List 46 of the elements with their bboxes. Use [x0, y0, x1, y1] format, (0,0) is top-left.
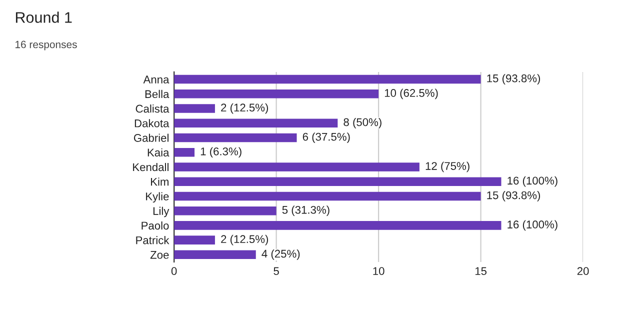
bar [174, 118, 338, 128]
data-label: 1 (6.3%) [200, 147, 242, 158]
bar [174, 104, 215, 113]
y-tick-label: Anna [143, 76, 170, 84]
x-tick-label: 10 [373, 267, 384, 276]
data-label: 15 (93.8%) [487, 191, 540, 202]
y-tick-label: Kaia [148, 148, 170, 157]
y-tick-label: Lily [153, 206, 170, 218]
y-tick-label: Kim [150, 178, 168, 186]
x-tick-label: 0 [171, 267, 177, 276]
bar [174, 74, 481, 84]
data-label: 2 (12.5%) [221, 234, 268, 246]
data-label: 6 (37.5%) [302, 132, 350, 143]
x-tick-label: 20 [577, 267, 589, 276]
bar [174, 162, 420, 172]
data-label: 15 (93.8%) [487, 74, 540, 84]
data-label: 12 (75%) [426, 162, 470, 172]
y-tick-label: Patrick [136, 236, 170, 244]
bar [174, 221, 502, 230]
x-tick-label: 5 [274, 267, 279, 276]
data-label: 5 (31.3%) [282, 206, 330, 216]
text: Round 1 [16, 12, 72, 23]
y-tick-label: Calista [136, 104, 170, 113]
data-label: 8 (50%) [344, 118, 382, 128]
bar [174, 192, 481, 201]
bar [174, 90, 379, 98]
bar [174, 133, 297, 142]
bar [174, 206, 276, 216]
data-label: 2 (12.5%) [221, 103, 268, 114]
y-tick-label: Gabriel [134, 134, 168, 142]
y-tick-label: Paolo [142, 221, 169, 230]
x-tick-label: 15 [475, 267, 487, 276]
data-label: 16 (100%) [508, 176, 558, 187]
y-tick-label: Dakota [134, 119, 170, 128]
bar [174, 177, 502, 186]
data-label: 16 (100%) [508, 220, 558, 231]
bar [174, 236, 215, 244]
data-label: 10 (62.5%) [384, 88, 438, 100]
y-tick-label: Kendall [133, 162, 168, 172]
y-tick-label: Zoe [150, 251, 169, 259]
y-tick-label: Bella [145, 90, 170, 98]
data-label: 4 (25%) [262, 249, 300, 260]
bar [174, 250, 256, 260]
bar [174, 148, 195, 157]
y-tick-label: Kylie [146, 192, 169, 203]
text: 16 responses [16, 40, 77, 50]
